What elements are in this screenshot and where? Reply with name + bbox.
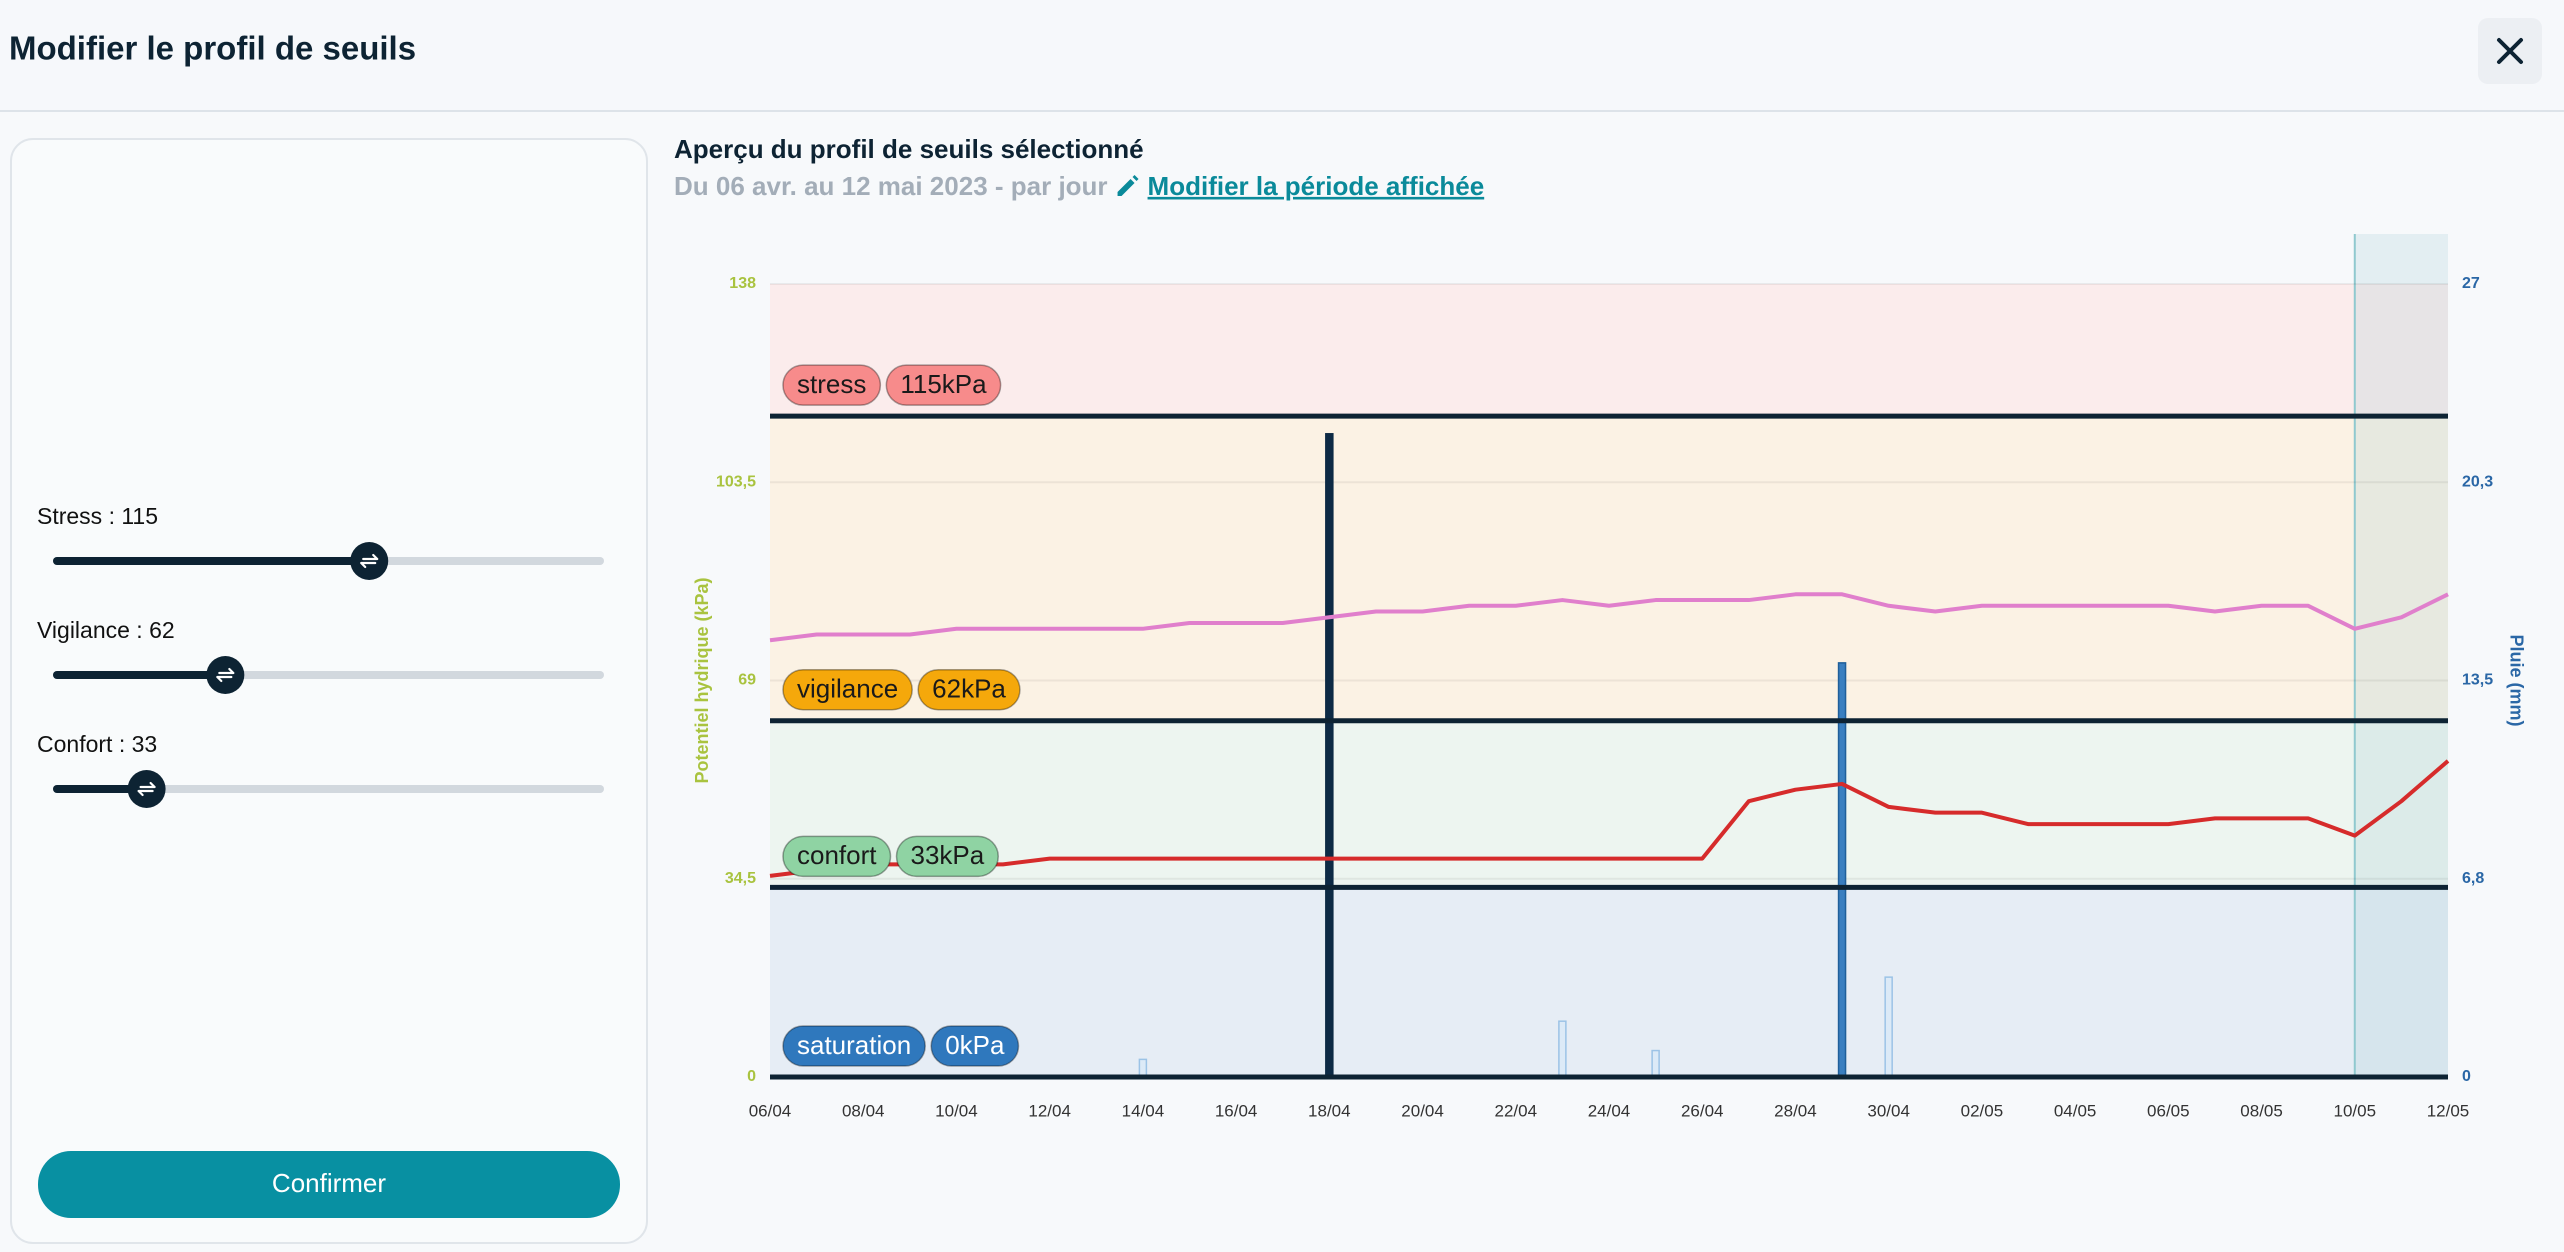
close-icon[interactable] [2497,38,2523,64]
threshold-name-bg [782,668,913,711]
x-tick-label: 06/04 [749,1101,792,1120]
dialog-title: Modifier le profil de seuils [9,30,416,67]
y2-tick-label: 27 [2462,275,2480,292]
threshold-value-text: 0kPa [945,1030,1005,1060]
y-tick-label: 0 [747,1068,756,1085]
x-tick-label: 16/04 [1215,1101,1258,1120]
rain-bar [1837,662,1847,1078]
threshold-value-bg [930,1025,1020,1067]
x-tick-label: 18/04 [1308,1101,1351,1120]
threshold-value-bg [885,364,1002,406]
header-bg [0,0,2564,111]
slider-handle-icon [216,667,235,683]
y-axis-label: Potentiel hydrique (kPa) [692,577,712,783]
x-tick-label: 12/04 [1028,1101,1071,1120]
x-tick-label: 20/04 [1401,1101,1444,1120]
y2-tick-label: 6,8 [2462,870,2484,887]
period-link[interactable]: Modifier la période affichée [1148,171,1485,201]
slider-label: Confort : 33 [37,731,157,757]
x-tick-label: 28/04 [1774,1101,1817,1120]
y2-tick-label: 13,5 [2462,672,2493,689]
threshold-name-bg [782,364,882,406]
confirm-bg[interactable] [38,1151,620,1218]
threshold-band [770,416,2448,721]
y-tick-label: 69 [738,672,756,689]
threshold-value: 115kPa [885,364,1002,406]
close-button[interactable] [2478,18,2542,84]
threshold-value-text: 115kPa [900,369,987,399]
y-tick-label: 103,5 [716,473,756,490]
y2-tick-label: 0 [2462,1068,2471,1085]
rain-bar [1325,433,1334,1078]
slider-label: Stress : 115 [37,503,158,529]
x-tick-label: 08/04 [842,1101,885,1120]
x-tick-label: 24/04 [1588,1101,1631,1120]
threshold-band [770,887,2448,1077]
rain-bar [1558,1020,1567,1078]
threshold-name: confort [782,835,892,878]
slider-handle[interactable] [127,770,166,808]
confirm-button[interactable]: Confirmer [38,1151,620,1218]
threshold-value-bg [895,835,999,878]
threshold-name-bg [782,835,892,878]
y2-tick-label: 20,3 [2462,473,2493,490]
threshold-value-text: 62kPa [932,674,1006,704]
x-tick-label: 02/05 [1961,1101,2004,1120]
x-tick-label: 10/05 [2334,1101,2377,1120]
x-tick-label: 04/05 [2054,1101,2097,1120]
rain-bar [1884,976,1893,1078]
threshold-name-text: stress [797,369,866,399]
threshold-value: 33kPa [895,835,999,878]
preview-heading: Aperçu du profil de seuils sélectionné [674,134,1144,164]
rain-bar [1651,1049,1660,1078]
threshold-name-text: confort [797,840,877,870]
threshold-band [770,284,2448,417]
threshold-value: 0kPa [930,1025,1020,1067]
x-tick-label: 06/05 [2147,1101,2190,1120]
sensor-line [769,759,2450,878]
threshold-name-bg [782,1025,926,1067]
y2-axis-label: Pluie (mm) [2506,634,2526,726]
x-tick-label: 14/04 [1122,1101,1165,1120]
forecast-shade [2354,234,2448,1077]
threshold-name-text: saturation [797,1030,911,1060]
threshold-value-bg [917,668,1021,711]
settings-panel [10,138,648,1244]
sensor-line [769,592,2449,643]
pencil[interactable] [1117,175,1139,196]
threshold-value: 62kPa [917,668,1021,711]
confirm-label[interactable]: Confirmer [272,1168,386,1198]
edit-icon[interactable] [1117,175,1139,196]
x-tick-label: 12/05 [2427,1101,2470,1120]
x-tick-label: 08/05 [2240,1101,2283,1120]
x-tick-label: 22/04 [1495,1101,1538,1120]
slider-handle[interactable] [206,656,245,694]
period-text: Du 06 avr. au 12 mai 2023 - par jour [674,171,1108,201]
y-tick-label: 34,5 [725,870,756,887]
threshold-name: saturation [782,1025,926,1067]
rain-bar [1138,1058,1148,1078]
threshold-name: stress [782,364,882,406]
slider-handle-icon [360,553,379,569]
x-tick-label: 26/04 [1681,1101,1724,1120]
slider-handle[interactable] [350,542,389,580]
x-tick-label: 10/04 [935,1101,978,1120]
threshold-value-text: 33kPa [911,840,985,870]
slider-handle-icon [137,781,156,797]
slider-label: Vigilance : 62 [37,617,175,643]
y-tick-label: 138 [729,275,756,292]
threshold-name-text: vigilance [797,674,898,704]
threshold-name: vigilance [782,668,913,711]
x-tick-label: 30/04 [1867,1101,1910,1120]
